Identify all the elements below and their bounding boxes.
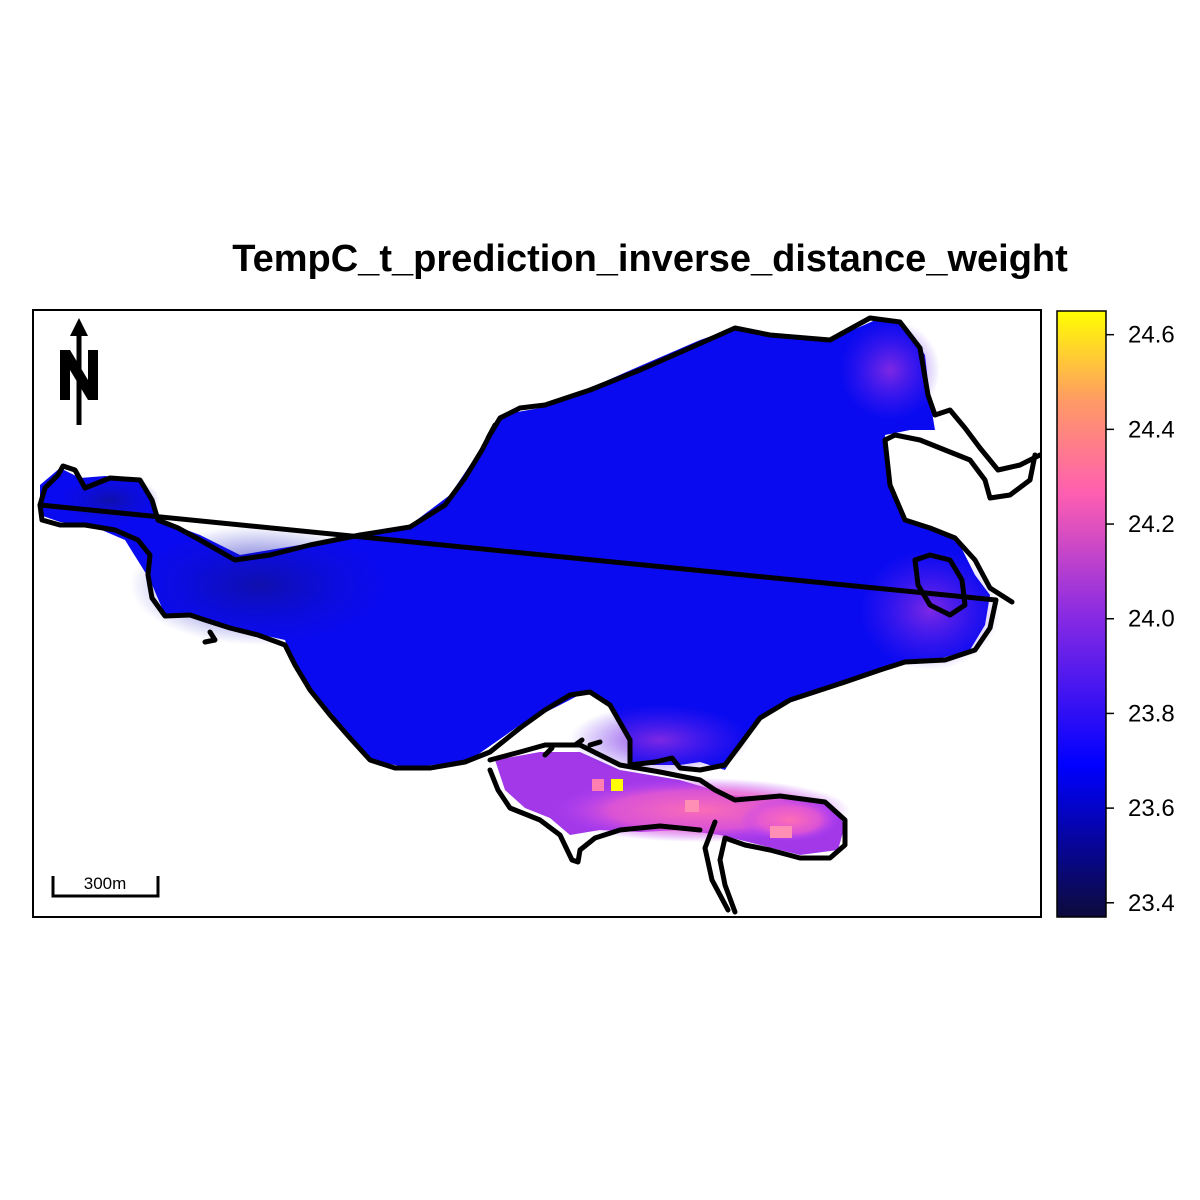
- warm-zone-east: [860, 550, 1000, 670]
- shoreline: [37, 315, 1041, 915]
- legend-tick-label: 24.0: [1128, 606, 1175, 633]
- hot-pixel-2: [592, 779, 604, 791]
- map-title: TempC_t_prediction_inverse_distance_weig…: [232, 238, 1068, 280]
- scale-bar-label: 300m: [84, 874, 127, 893]
- legend-tick-label: 24.6: [1128, 322, 1175, 349]
- legend-tick-label: 23.8: [1128, 700, 1175, 727]
- legend-tick-label: 24.4: [1128, 416, 1175, 443]
- cool-zone-west: [130, 525, 390, 645]
- color-legend: 24.6 24.4 24.2 24.0 23.8 23.6 23.4: [1056, 310, 1175, 918]
- legend-tick-label: 24.2: [1128, 511, 1175, 538]
- hot-pixel-4: [770, 826, 792, 838]
- legend-tick-label: 23.4: [1128, 890, 1175, 917]
- legend-ticks: 24.6 24.4 24.2 24.0 23.8 23.6 23.4: [1106, 322, 1175, 917]
- north-arrow-icon: [60, 318, 98, 425]
- lake-raster-main: [40, 318, 990, 770]
- hot-pixel-3: [685, 800, 699, 812]
- warm-zone-south-east: [740, 798, 840, 842]
- warm-zone-neck: [570, 705, 750, 775]
- hot-pixel: [611, 779, 623, 791]
- legend-tick-label: 23.6: [1128, 795, 1175, 822]
- legend-colorbar: [1056, 310, 1107, 918]
- scale-bar: 300m: [51, 874, 160, 898]
